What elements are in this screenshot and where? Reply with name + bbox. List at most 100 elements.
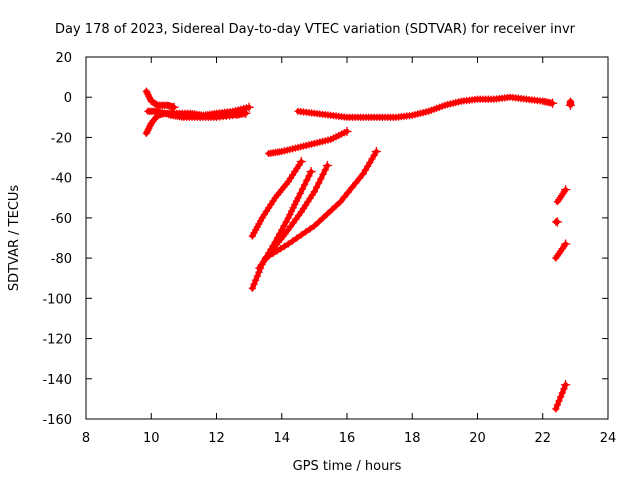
markers-arc-1c: [144, 107, 251, 122]
point-marker: [319, 170, 327, 179]
point-marker: [288, 237, 297, 245]
point-marker: [282, 218, 290, 226]
point-marker: [241, 108, 251, 119]
point-marker: [361, 166, 370, 174]
point-marker: [300, 181, 309, 189]
y-tick-label: -100: [42, 292, 72, 307]
point-marker: [281, 230, 289, 238]
point-marker: [306, 166, 316, 177]
y-tick-label: 20: [55, 51, 72, 66]
point-marker: [293, 234, 301, 242]
x-tick-label: 14: [273, 431, 290, 446]
markers-arc-11: [552, 217, 563, 227]
y-axis-label: SDTVAR / TECUs: [7, 185, 22, 292]
point-marker: [284, 226, 292, 234]
x-tick-label: 18: [404, 431, 421, 446]
point-marker: [560, 239, 571, 249]
x-tick-label: 22: [534, 431, 551, 446]
y-tick-label: -20: [51, 131, 72, 146]
markers-arc-8: [552, 239, 571, 262]
point-marker: [547, 98, 558, 108]
point-marker: [336, 198, 345, 206]
point-marker: [269, 249, 277, 258]
point-marker: [280, 242, 289, 251]
chart-title: Day 178 of 2023, Sidereal Day-to-day VTE…: [55, 22, 576, 37]
point-marker: [303, 176, 311, 185]
y-tick-label: -160: [42, 413, 72, 428]
point-marker: [280, 222, 288, 230]
point-marker: [273, 247, 281, 255]
markers-arc-6: [255, 160, 333, 272]
point-marker: [312, 183, 321, 192]
point-marker: [278, 226, 286, 234]
x-axis-label: GPS time / hours: [293, 459, 402, 474]
point-marker: [552, 217, 563, 227]
point-marker: [558, 389, 567, 397]
point-marker: [250, 280, 258, 288]
y-tick-label: -140: [42, 373, 72, 388]
point-marker: [435, 103, 444, 111]
point-marker: [292, 215, 300, 223]
series-arc-3: [266, 128, 350, 156]
point-marker: [332, 202, 340, 210]
point-marker: [310, 222, 319, 230]
point-marker: [319, 214, 327, 222]
x-tick-label: 20: [469, 431, 486, 446]
point-marker: [306, 225, 314, 233]
point-marker: [430, 105, 438, 113]
point-marker: [366, 158, 374, 167]
data-series: [142, 87, 576, 413]
y-tick-label: -40: [51, 172, 72, 187]
x-tick-label: 24: [600, 431, 617, 446]
markers-arc-3: [265, 126, 352, 158]
markers-arc-2: [294, 93, 558, 122]
y-tick-label: -80: [51, 252, 72, 267]
axis-ticks: 8 10 12 14 16 18 20 22 24 20 0 -20 -40 -60 -80 -100 -120…: [42, 51, 616, 446]
point-marker: [427, 106, 435, 114]
y-tick-label: -120: [42, 333, 72, 348]
point-marker: [298, 185, 307, 193]
point-marker: [355, 174, 364, 183]
point-marker: [276, 245, 285, 253]
point-marker: [315, 179, 323, 187]
point-marker: [322, 160, 333, 171]
point-marker: [553, 401, 562, 409]
point-marker: [297, 231, 306, 239]
y-tick-label: 0: [64, 91, 72, 106]
y-tick-label: -60: [51, 212, 72, 227]
point-marker: [261, 254, 270, 262]
point-marker: [560, 380, 571, 390]
markers-arc-12: [565, 97, 576, 110]
point-marker: [301, 228, 310, 236]
point-marker: [248, 284, 257, 292]
point-marker: [371, 146, 382, 157]
point-marker: [251, 276, 260, 284]
x-tick-label: 12: [208, 431, 225, 446]
markers-arc-10: [552, 380, 571, 413]
point-marker: [315, 218, 323, 226]
point-marker: [286, 222, 295, 231]
point-marker: [340, 193, 348, 201]
x-tick-label: 10: [143, 431, 160, 446]
point-marker: [244, 102, 254, 112]
point-marker: [565, 100, 576, 110]
point-marker: [348, 184, 356, 192]
point-marker: [342, 126, 352, 137]
point-marker: [296, 156, 307, 167]
point-marker: [289, 219, 297, 227]
markers-arc-1a: [142, 87, 179, 112]
point-marker: [284, 240, 292, 248]
markers-arc-9: [553, 185, 571, 206]
point-marker: [555, 397, 563, 405]
x-tick-label: 8: [82, 431, 90, 446]
point-marker: [294, 194, 302, 202]
point-marker: [317, 174, 325, 183]
point-marker: [265, 252, 273, 260]
point-marker: [359, 169, 368, 178]
point-marker: [433, 104, 441, 112]
point-marker: [352, 179, 360, 187]
point-marker: [344, 188, 352, 197]
markers-arc-4: [248, 156, 307, 240]
point-marker: [296, 189, 304, 198]
